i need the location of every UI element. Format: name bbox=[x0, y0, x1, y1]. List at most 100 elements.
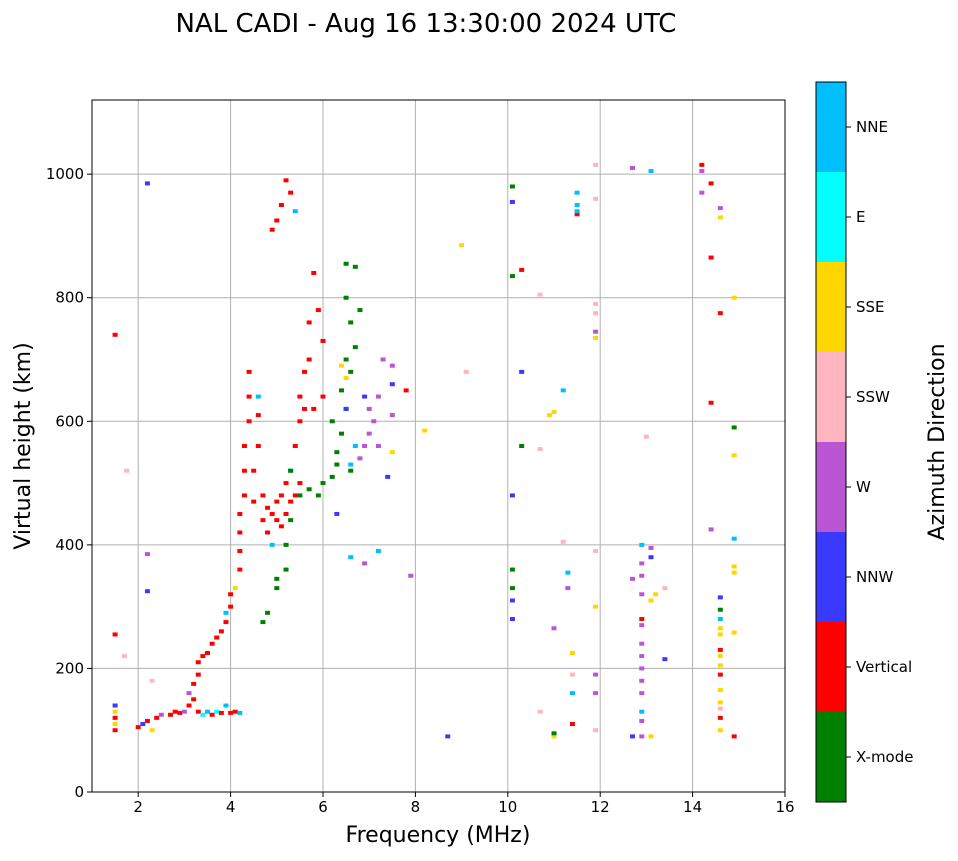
data-point-vertical bbox=[302, 406, 308, 411]
data-point-vertical bbox=[320, 394, 326, 399]
data-point-w bbox=[630, 165, 636, 170]
data-point-w bbox=[639, 641, 645, 646]
data-point-vertical bbox=[708, 255, 714, 260]
data-point-w bbox=[551, 626, 557, 631]
data-point-x-mode bbox=[283, 542, 289, 547]
data-point-w bbox=[375, 444, 381, 448]
data-point-w bbox=[593, 672, 599, 677]
data-point-vertical bbox=[186, 703, 192, 708]
data-point-nnw bbox=[445, 734, 451, 739]
x-axis-label: Frequency (MHz) bbox=[346, 823, 531, 848]
data-point-vertical bbox=[274, 499, 280, 504]
data-point-sse bbox=[717, 626, 723, 631]
data-point-e bbox=[200, 712, 206, 717]
data-point-x-mode bbox=[357, 308, 363, 313]
data-point-vertical bbox=[241, 493, 247, 498]
data-point-vertical bbox=[177, 710, 183, 715]
data-point-sse bbox=[593, 335, 599, 340]
data-point-w bbox=[389, 363, 395, 368]
data-point-nnw bbox=[648, 555, 654, 560]
data-point-sse bbox=[112, 709, 118, 714]
data-point-vertical bbox=[306, 357, 312, 362]
data-point-w bbox=[639, 691, 645, 696]
data-point-nnw bbox=[717, 595, 723, 600]
data-point-vertical bbox=[209, 641, 215, 646]
data-point-nne bbox=[255, 394, 261, 399]
data-point-vertical bbox=[214, 635, 220, 640]
data-point-vertical bbox=[241, 468, 247, 473]
data-point-vertical bbox=[218, 710, 224, 715]
data-point-x-mode bbox=[274, 576, 280, 581]
data-point-x-mode bbox=[717, 607, 723, 612]
colorbar-tick-label: W bbox=[856, 478, 871, 496]
data-point-vertical bbox=[297, 481, 303, 486]
y-tick-label: 400 bbox=[55, 536, 84, 554]
data-point-vertical bbox=[241, 444, 247, 448]
data-point-w bbox=[639, 718, 645, 723]
data-point-vertical bbox=[708, 181, 714, 186]
data-point-vertical bbox=[265, 530, 271, 535]
data-point-vertical bbox=[205, 650, 210, 655]
data-point-x-mode bbox=[343, 357, 349, 362]
data-point-ssw bbox=[593, 549, 599, 554]
data-point-x-mode bbox=[348, 320, 354, 325]
data-point-w bbox=[371, 419, 377, 424]
data-point-w bbox=[717, 206, 723, 211]
data-point-w bbox=[639, 561, 645, 566]
data-point-x-mode bbox=[265, 610, 271, 615]
x-tick-label: 16 bbox=[775, 798, 794, 816]
data-point-nnw bbox=[509, 598, 515, 603]
data-point-sse bbox=[546, 413, 552, 418]
data-point-nne bbox=[560, 388, 566, 393]
data-point-nnw bbox=[509, 617, 515, 621]
data-point-nnw bbox=[144, 181, 150, 186]
colorbar-swatch-w bbox=[816, 442, 846, 532]
data-point-x-mode bbox=[329, 419, 335, 424]
data-point-nnw bbox=[140, 722, 146, 727]
data-point-vertical bbox=[232, 709, 238, 714]
data-point-sse bbox=[112, 722, 118, 727]
data-point-vertical bbox=[237, 511, 243, 516]
plot-frame bbox=[91, 99, 786, 793]
data-point-nnw bbox=[343, 406, 349, 411]
data-point-x-mode bbox=[297, 493, 303, 498]
data-point-ssw bbox=[662, 586, 668, 591]
data-point-sse bbox=[551, 410, 557, 415]
data-point-vertical bbox=[297, 394, 303, 399]
data-point-vertical bbox=[717, 647, 723, 652]
data-point-x-mode bbox=[343, 295, 349, 300]
data-point-vertical bbox=[274, 218, 280, 223]
data-point-vertical bbox=[228, 604, 234, 609]
data-point-vertical bbox=[246, 369, 252, 374]
data-point-vertical bbox=[717, 715, 723, 720]
data-point-x-mode bbox=[329, 474, 335, 479]
data-point-sse bbox=[731, 453, 737, 458]
data-point-x-mode bbox=[551, 731, 557, 736]
data-point-nnw bbox=[112, 703, 118, 708]
data-point-nnw bbox=[662, 657, 668, 662]
data-point-x-mode bbox=[334, 462, 340, 467]
data-point-vertical bbox=[283, 178, 289, 183]
data-point-vertical bbox=[269, 227, 275, 232]
data-point-sse bbox=[593, 604, 599, 609]
data-point-ssw bbox=[560, 539, 566, 544]
data-point-sse bbox=[653, 592, 659, 597]
data-point-x-mode bbox=[343, 261, 349, 266]
colorbar-swatch-ssw bbox=[816, 352, 846, 442]
data-point-nnw bbox=[362, 394, 368, 399]
colorbar-tick-label: SSW bbox=[856, 388, 890, 406]
data-point-x-mode bbox=[731, 425, 737, 430]
data-point-sse bbox=[232, 586, 238, 591]
data-point-vertical bbox=[283, 481, 289, 486]
data-point-x-mode bbox=[509, 567, 515, 572]
data-point-vertical bbox=[237, 567, 243, 572]
data-point-sse bbox=[648, 598, 654, 603]
data-point-w bbox=[639, 734, 645, 739]
colorbar-frame bbox=[815, 81, 847, 803]
data-point-x-mode bbox=[260, 620, 266, 625]
data-point-nne bbox=[648, 169, 654, 174]
data-point-vertical bbox=[708, 400, 714, 405]
data-point-sse bbox=[717, 663, 723, 668]
data-point-vertical bbox=[717, 672, 723, 677]
data-point-nne bbox=[292, 209, 298, 214]
